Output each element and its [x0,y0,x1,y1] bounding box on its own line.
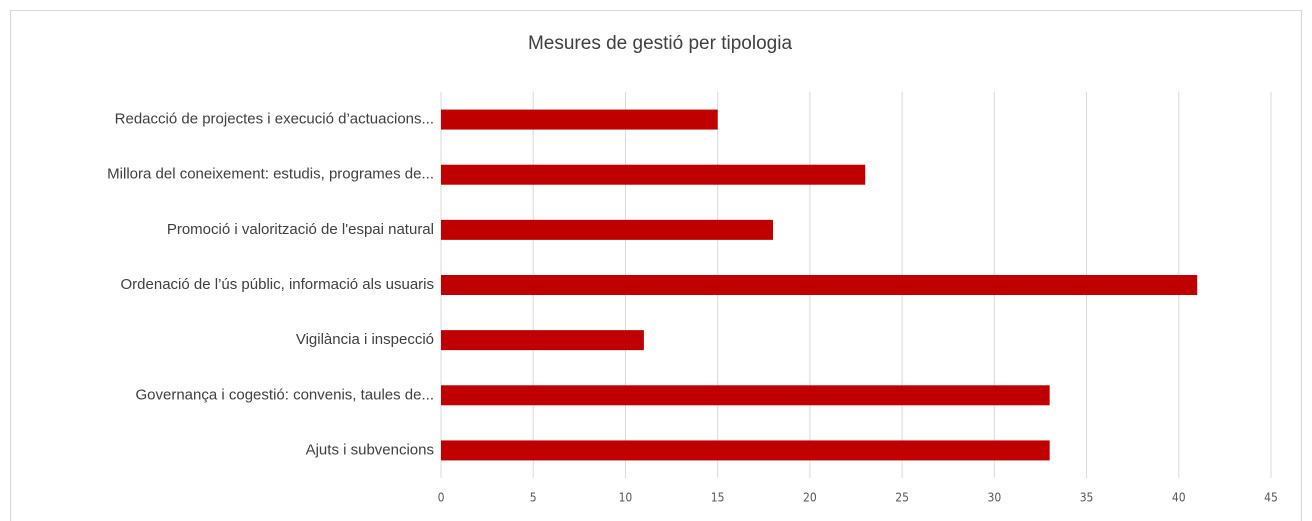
x-tick-label: 5 [530,491,537,505]
y-tick-label: Governança i cogestió: convenis, taules … [135,386,434,403]
x-tick-label: 40 [1172,491,1186,505]
bar [441,109,718,130]
y-tick-label: Ordenació de l’ús públic, informació als… [121,276,434,293]
bar [441,164,866,185]
x-tick-label: 35 [1080,491,1094,505]
x-tick-label: 25 [895,491,909,505]
y-tick-label: Redacció de projectes i execució d’actua… [115,111,434,128]
x-tick-label: 20 [803,491,817,505]
chart-title: Mesures de gestió per tipologia [528,33,792,54]
x-tick-label: 0 [438,491,445,505]
bar [441,385,1050,406]
y-tick-label: Ajuts i subvencions [306,441,434,458]
bar [441,330,644,351]
bar [441,275,1198,295]
bar [441,440,1050,461]
x-tick-label: 30 [987,491,1001,505]
y-tick-label: Millora del coneixement: estudis, progra… [107,166,434,183]
bar [441,219,773,240]
y-tick-label: Vigilància i inspecció [296,331,434,348]
x-tick-label: 10 [619,491,633,505]
y-tick-label: Promoció i valorització de l'espai natur… [167,221,434,238]
x-tick-label: 15 [711,491,725,505]
x-tick-label: 45 [1264,491,1278,505]
